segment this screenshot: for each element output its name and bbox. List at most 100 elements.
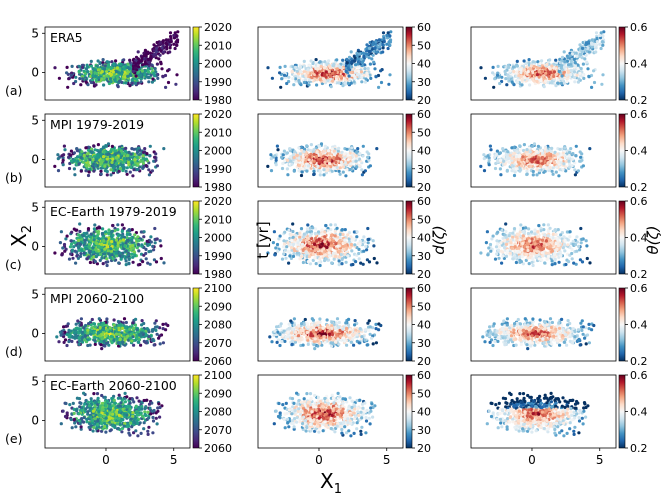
scatter-point bbox=[334, 160, 338, 165]
scatter-point bbox=[89, 232, 93, 236]
scatter-point bbox=[114, 251, 118, 255]
scatter-point bbox=[518, 144, 522, 148]
scatter-point bbox=[147, 168, 151, 172]
colorbar-tick-label: 2020 bbox=[204, 108, 232, 121]
scatter-point bbox=[380, 42, 384, 47]
scatter-point bbox=[538, 164, 542, 168]
scatter-point bbox=[298, 152, 302, 156]
scatter-point bbox=[100, 242, 104, 246]
scatter-point bbox=[101, 262, 105, 266]
scatter-point bbox=[126, 253, 130, 257]
scatter-point bbox=[326, 149, 331, 153]
scatter-point bbox=[511, 65, 515, 69]
scatter-point bbox=[554, 84, 558, 88]
scatter-point bbox=[367, 152, 371, 156]
scatter-point bbox=[559, 160, 563, 164]
scatter-point bbox=[122, 58, 126, 62]
scatter-point bbox=[126, 160, 130, 164]
scatter-point bbox=[494, 161, 498, 166]
scatter-point bbox=[139, 230, 143, 234]
scatter-point bbox=[561, 151, 565, 155]
scatter-point bbox=[78, 77, 82, 81]
scatter-point bbox=[167, 42, 171, 47]
scatter-point bbox=[306, 148, 310, 152]
scatter-point bbox=[84, 164, 88, 168]
scatter-point bbox=[541, 66, 546, 70]
scatter-point bbox=[57, 76, 62, 80]
scatter-point bbox=[493, 166, 498, 171]
scatter-point bbox=[68, 245, 73, 249]
scatter-point bbox=[508, 153, 512, 157]
scatter-point bbox=[79, 156, 83, 160]
scatter-point bbox=[341, 165, 345, 169]
scatter-point bbox=[531, 157, 535, 161]
scatter-point bbox=[329, 85, 333, 89]
scatter-point bbox=[168, 50, 172, 54]
scatter-point bbox=[573, 168, 577, 172]
scatter-point bbox=[544, 71, 548, 75]
scatter-point bbox=[100, 231, 104, 236]
scatter-point bbox=[90, 147, 94, 151]
y-tick-label: 5 bbox=[31, 26, 39, 40]
scatter-point bbox=[312, 169, 316, 173]
scatter-point bbox=[79, 83, 83, 87]
scatter-point bbox=[576, 80, 581, 84]
scatter-point bbox=[532, 64, 536, 69]
scatter-point bbox=[143, 147, 147, 151]
scatter-point bbox=[155, 62, 159, 66]
scatter-point bbox=[119, 149, 123, 153]
scatter-point bbox=[93, 68, 97, 72]
scatter-point bbox=[130, 161, 134, 165]
scatter-point bbox=[584, 53, 588, 57]
scatter-point bbox=[580, 56, 584, 60]
scatter-point bbox=[122, 226, 126, 230]
scatter-point bbox=[103, 164, 107, 168]
scatter-point bbox=[530, 70, 535, 74]
scatter-point bbox=[306, 71, 310, 75]
scatter-point bbox=[554, 170, 558, 174]
scatter-point bbox=[124, 169, 128, 173]
scatter-point bbox=[92, 230, 96, 234]
scatter-point bbox=[98, 61, 102, 66]
scatter-point bbox=[541, 161, 545, 166]
scatter-point bbox=[166, 80, 171, 85]
scatter-point bbox=[598, 42, 602, 46]
scatter-point bbox=[318, 60, 322, 64]
scatter-point bbox=[67, 77, 71, 81]
scatter-point bbox=[486, 154, 490, 158]
panel-b-2 bbox=[257, 113, 404, 188]
scatter-point bbox=[328, 66, 332, 70]
scatter-point bbox=[541, 156, 545, 160]
scatter-point bbox=[102, 150, 106, 154]
scatter-point bbox=[487, 163, 491, 167]
scatter-point bbox=[150, 169, 154, 173]
scatter-point bbox=[365, 46, 369, 50]
scatter-point bbox=[165, 42, 169, 46]
scatter-point bbox=[75, 147, 79, 151]
scatter-point bbox=[539, 79, 543, 83]
scatter-point bbox=[510, 164, 514, 168]
scatter-point bbox=[95, 262, 99, 266]
scatter-point bbox=[344, 174, 348, 178]
scatter-point bbox=[94, 255, 98, 259]
scatter-point bbox=[549, 149, 553, 153]
panel-frame bbox=[44, 113, 191, 188]
scatter-point bbox=[168, 46, 172, 50]
scatter-point bbox=[133, 160, 137, 164]
scatter-point bbox=[572, 70, 577, 74]
scatter-point bbox=[153, 155, 157, 159]
scatter-point bbox=[101, 155, 106, 159]
scatter-point bbox=[105, 263, 109, 268]
scatter-point bbox=[102, 67, 107, 71]
scatter-point bbox=[345, 147, 349, 151]
scatter-point bbox=[602, 30, 606, 34]
scatter-point bbox=[108, 77, 113, 81]
scatter-point bbox=[158, 41, 162, 45]
scatter-point bbox=[125, 154, 130, 158]
scatter-point bbox=[300, 170, 304, 174]
scatter-point bbox=[545, 62, 549, 66]
scatter-point bbox=[74, 79, 78, 84]
scatter-point bbox=[385, 42, 389, 46]
scatter-point bbox=[582, 76, 586, 80]
scatter-point bbox=[290, 69, 294, 73]
